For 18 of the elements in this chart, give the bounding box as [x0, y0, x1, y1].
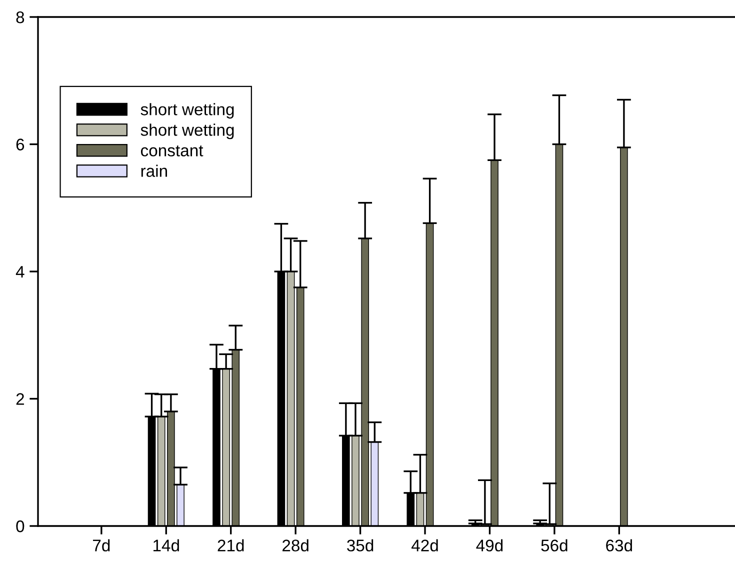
x-tick-label: 7d	[93, 539, 110, 552]
x-tick-label: 21d	[218, 539, 244, 552]
x-tick-label: 56d	[541, 539, 568, 552]
x-tick-label: 14d	[154, 539, 179, 552]
x-tick-label: 49d	[476, 539, 503, 552]
y-tick-label: 8	[16, 11, 24, 24]
y-tick-label: 4	[16, 266, 24, 278]
x-tick-label: 35d	[347, 539, 374, 552]
x-tick-label: 63d	[606, 539, 632, 552]
legend-label: short wetting	[140, 103, 234, 119]
legend-label: rain	[141, 164, 167, 177]
y-tick-label: 0	[16, 520, 24, 532]
x-tick-label: 28d	[282, 539, 308, 552]
y-tick-label: 2	[16, 393, 24, 405]
y-tick-label: 6	[16, 138, 24, 150]
legend-label: short wetting	[140, 124, 234, 140]
legend-label: constant	[140, 145, 204, 156]
x-tick-label: 42d	[411, 539, 438, 552]
